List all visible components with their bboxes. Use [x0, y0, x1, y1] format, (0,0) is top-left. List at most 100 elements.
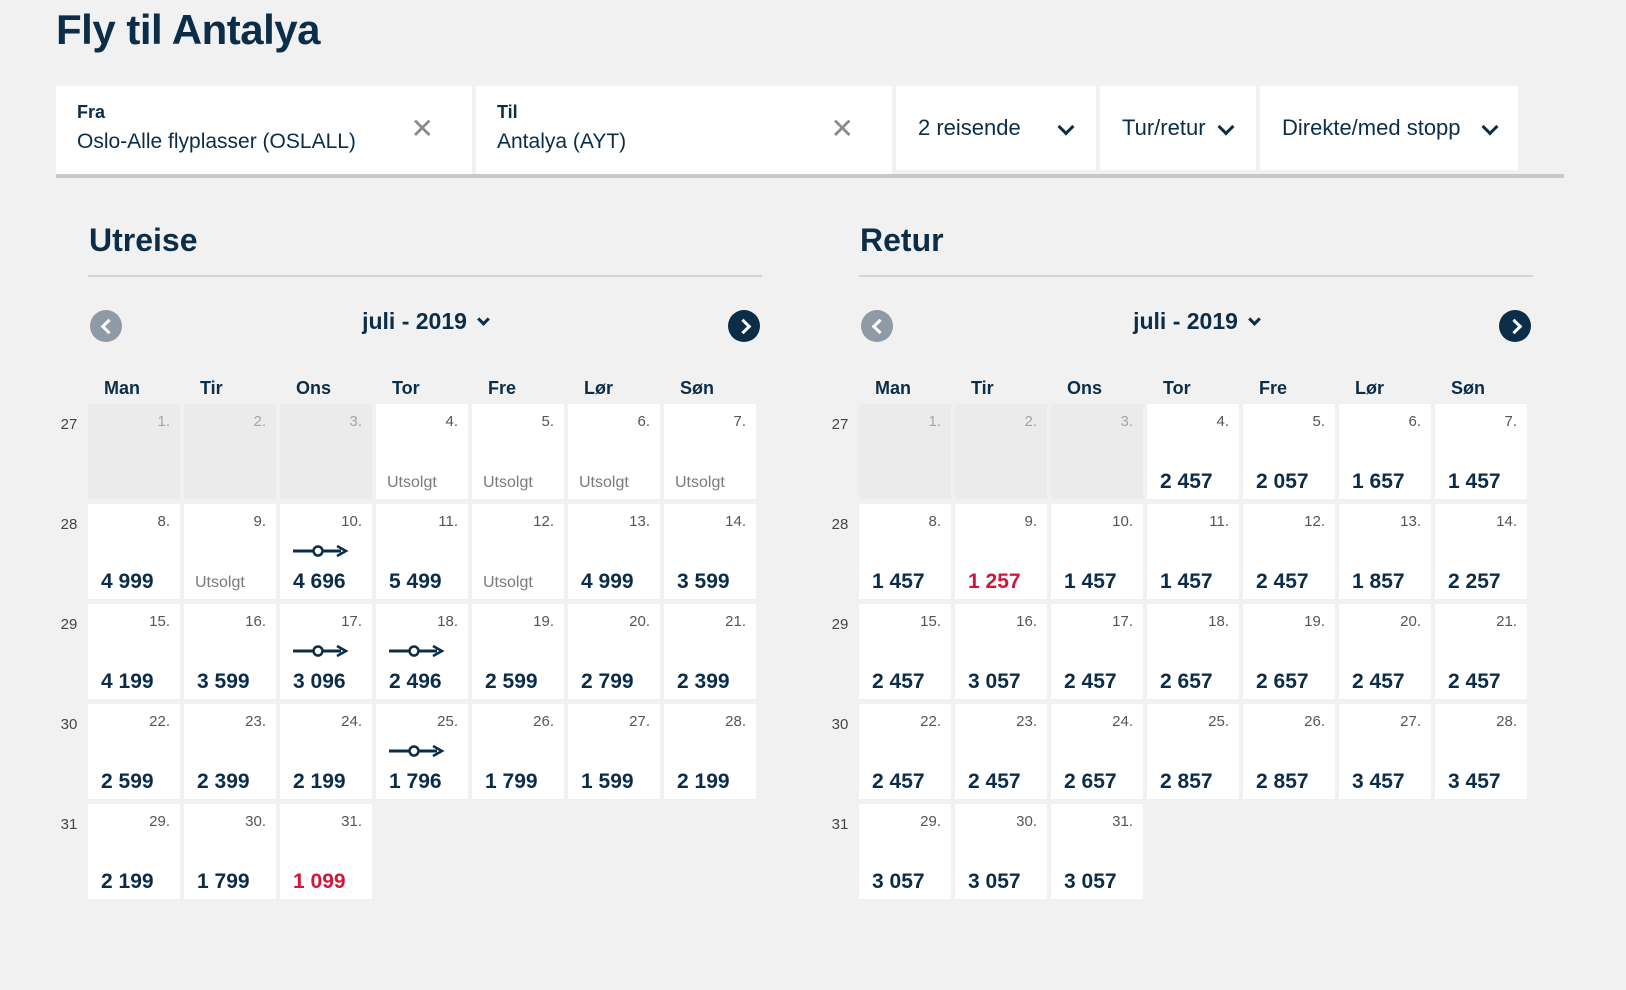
flight-search-bar: Fra Oslo-Alle flyplasser (OSLALL) ✕ Til … — [56, 86, 1564, 178]
day-number: 7. — [1504, 413, 1517, 430]
calendar-day[interactable]: 28. 2 199 — [664, 704, 758, 801]
price: 3 457 — [1352, 770, 1405, 793]
calendar-day[interactable]: 27. 1 599 — [568, 704, 662, 801]
previous-month-button[interactable] — [90, 310, 122, 342]
price: 2 857 — [1256, 770, 1309, 793]
day-number: 13. — [1400, 513, 1421, 530]
stops-dropdown[interactable]: Direkte/med stopp — [1260, 86, 1518, 170]
calendar-day[interactable]: 17. 2 457 — [1051, 604, 1145, 701]
calendar-day[interactable]: 17. 3 096 — [280, 604, 374, 701]
calendar-day[interactable]: 21. 2 457 — [1435, 604, 1529, 701]
calendar-day[interactable]: 8. 4 999 — [88, 504, 182, 601]
calendar-day[interactable]: 22. 2 457 — [859, 704, 953, 801]
calendar-day[interactable]: 29. 3 057 — [859, 804, 953, 901]
day-number: 20. — [629, 613, 650, 630]
price: 1 799 — [197, 870, 250, 893]
from-field[interactable]: Fra Oslo-Alle flyplasser (OSLALL) ✕ — [56, 86, 472, 174]
calendar-day[interactable]: 29. 2 199 — [88, 804, 182, 901]
calendar-day[interactable]: 13. 4 999 — [568, 504, 662, 601]
calendar-day[interactable]: 5. 2 057 — [1243, 404, 1337, 501]
outbound-calendar: Utreise juli - 2019 Man Tir Ons Tor Fre Lør Sø… — [61, 222, 762, 901]
calendar-day[interactable]: 11. 5 499 — [376, 504, 470, 601]
calendar-day[interactable]: 21. 2 399 — [664, 604, 758, 701]
calendar-day[interactable]: 15. 2 457 — [859, 604, 953, 701]
clear-from-icon[interactable]: ✕ — [410, 113, 434, 144]
day-number: 5. — [541, 413, 554, 430]
calendar-day[interactable]: 6. 1 657 — [1339, 404, 1433, 501]
calendar-day[interactable]: 25. 1 796 — [376, 704, 470, 801]
calendar-day[interactable]: 27. 3 457 — [1339, 704, 1433, 801]
stopover-icon — [293, 644, 349, 658]
day-number: 3. — [1120, 413, 1133, 430]
calendar-day[interactable]: 24. 2 199 — [280, 704, 374, 801]
calendar-day[interactable]: 23. 2 457 — [955, 704, 1049, 801]
calendar-day[interactable]: 8. 1 457 — [859, 504, 953, 601]
calendar-day[interactable]: 12. 2 457 — [1243, 504, 1337, 601]
day-number: 13. — [629, 513, 650, 530]
calendar-day[interactable]: 10. 1 457 — [1051, 504, 1145, 601]
calendar-day[interactable]: 6. Utsolgt — [568, 404, 662, 501]
trip-type-dropdown[interactable]: Tur/retur — [1100, 86, 1256, 170]
calendar-day[interactable]: 20. 2 799 — [568, 604, 662, 701]
price: 3 057 — [1064, 870, 1117, 893]
day-number: 2. — [1024, 413, 1037, 430]
month-selector[interactable]: juli - 2019 — [859, 308, 1533, 335]
calendar-day[interactable]: 30. 1 799 — [184, 804, 278, 901]
calendar-day[interactable]: 20. 2 457 — [1339, 604, 1433, 701]
calendar-day[interactable]: 24. 2 657 — [1051, 704, 1145, 801]
clear-to-icon[interactable]: ✕ — [830, 113, 854, 144]
calendar-day[interactable]: 7. Utsolgt — [664, 404, 758, 501]
to-value[interactable]: Antalya (AYT) — [497, 130, 627, 153]
calendar-day[interactable]: 19. 2 599 — [472, 604, 566, 701]
weekday-label: Tor — [392, 378, 420, 398]
next-month-button[interactable] — [728, 310, 760, 342]
calendar-day[interactable]: 12. Utsolgt — [472, 504, 566, 601]
to-field[interactable]: Til Antalya (AYT) ✕ — [476, 86, 892, 174]
from-value[interactable]: Oslo-Alle flyplasser (OSLALL) — [77, 130, 356, 153]
day-number: 28. — [725, 713, 746, 730]
calendar-day[interactable]: 5. Utsolgt — [472, 404, 566, 501]
calendar-day[interactable]: 15. 4 199 — [88, 604, 182, 701]
calendar-day[interactable]: 4. Utsolgt — [376, 404, 470, 501]
month-label: juli - 2019 — [362, 308, 467, 334]
calendar-day[interactable]: 9. 1 257 — [955, 504, 1049, 601]
calendar-day[interactable]: 25. 2 857 — [1147, 704, 1241, 801]
price: 2 457 — [1352, 670, 1405, 693]
day-number: 28. — [1496, 713, 1517, 730]
calendar-day[interactable]: 13. 1 857 — [1339, 504, 1433, 601]
calendar-day[interactable]: 18. 2 657 — [1147, 604, 1241, 701]
travellers-label: 2 reisende — [918, 115, 1021, 140]
calendar-day[interactable]: 31. 1 099 — [280, 804, 374, 901]
calendar-day[interactable]: 23. 2 399 — [184, 704, 278, 801]
day-number: 17. — [341, 613, 362, 630]
calendar-day[interactable]: 9. Utsolgt — [184, 504, 278, 601]
return-calendar: Retur juli - 2019 Man Tir Ons Tor Fre Lør Søn … — [832, 222, 1533, 901]
calendar-day[interactable]: 10. 4 696 — [280, 504, 374, 601]
calendar-day[interactable]: 16. 3 057 — [955, 604, 1049, 701]
month-selector[interactable]: juli - 2019 — [88, 308, 762, 335]
calendar-day[interactable]: 19. 2 657 — [1243, 604, 1337, 701]
calendar-day[interactable]: 14. 3 599 — [664, 504, 758, 601]
calendar-day[interactable]: 30. 3 057 — [955, 804, 1049, 901]
week-number: 29 — [831, 616, 849, 633]
sold-out-label: Utsolgt — [579, 474, 629, 491]
calendar-day[interactable]: 4. 2 457 — [1147, 404, 1241, 501]
calendar-day[interactable]: 18. 2 496 — [376, 604, 470, 701]
calendar-day[interactable]: 28. 3 457 — [1435, 704, 1529, 801]
previous-month-button[interactable] — [861, 310, 893, 342]
calendar-day[interactable]: 26. 2 857 — [1243, 704, 1337, 801]
calendar-day[interactable]: 22. 2 599 — [88, 704, 182, 801]
day-number: 1. — [157, 413, 170, 430]
price: 2 199 — [677, 770, 730, 793]
calendar-day[interactable]: 7. 1 457 — [1435, 404, 1529, 501]
calendar-day[interactable]: 14. 2 257 — [1435, 504, 1529, 601]
calendar-day[interactable]: 31. 3 057 — [1051, 804, 1145, 901]
price: 1 457 — [1448, 470, 1501, 493]
next-month-button[interactable] — [1499, 310, 1531, 342]
sold-out-label: Utsolgt — [483, 574, 533, 591]
calendar-day[interactable]: 26. 1 799 — [472, 704, 566, 801]
calendar-day[interactable]: 11. 1 457 — [1147, 504, 1241, 601]
calendar-day[interactable]: 16. 3 599 — [184, 604, 278, 701]
price: 1 657 — [1352, 470, 1405, 493]
travellers-dropdown[interactable]: 2 reisende — [896, 86, 1096, 170]
